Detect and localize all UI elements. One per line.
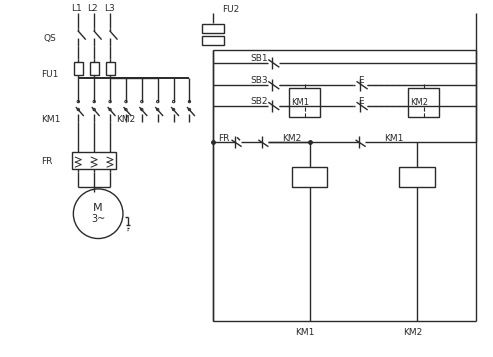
Bar — [292, 167, 327, 187]
Text: FR: FR — [41, 157, 53, 166]
Text: E: E — [358, 76, 364, 85]
Text: 3~: 3~ — [91, 214, 106, 224]
Text: SB2: SB2 — [250, 97, 268, 106]
Text: KM2: KM2 — [282, 134, 301, 143]
Text: KM1: KM1 — [296, 328, 315, 337]
Text: QS: QS — [43, 34, 56, 42]
Bar — [399, 167, 434, 187]
Text: M: M — [93, 203, 103, 213]
Text: KM1: KM1 — [291, 98, 309, 107]
Bar — [202, 36, 224, 45]
Text: FU2: FU2 — [222, 5, 240, 14]
Text: KM1: KM1 — [384, 134, 403, 143]
Bar — [74, 62, 83, 75]
Bar — [408, 88, 439, 117]
Text: FU1: FU1 — [41, 70, 59, 79]
Text: L1: L1 — [71, 4, 82, 13]
Text: KM2: KM2 — [410, 98, 428, 107]
Text: SB1: SB1 — [250, 54, 268, 64]
Text: KM1: KM1 — [41, 115, 61, 124]
Text: L2: L2 — [87, 4, 98, 13]
Bar — [106, 62, 114, 75]
Text: SB3: SB3 — [250, 76, 268, 85]
Bar — [289, 88, 320, 117]
Text: FR: FR — [218, 134, 230, 143]
Bar — [202, 24, 224, 33]
Text: E: E — [358, 97, 364, 106]
Text: L3: L3 — [104, 4, 115, 13]
Text: KM2: KM2 — [403, 328, 422, 337]
Bar — [72, 152, 116, 169]
Bar — [90, 62, 99, 75]
Text: KM2: KM2 — [116, 115, 135, 124]
